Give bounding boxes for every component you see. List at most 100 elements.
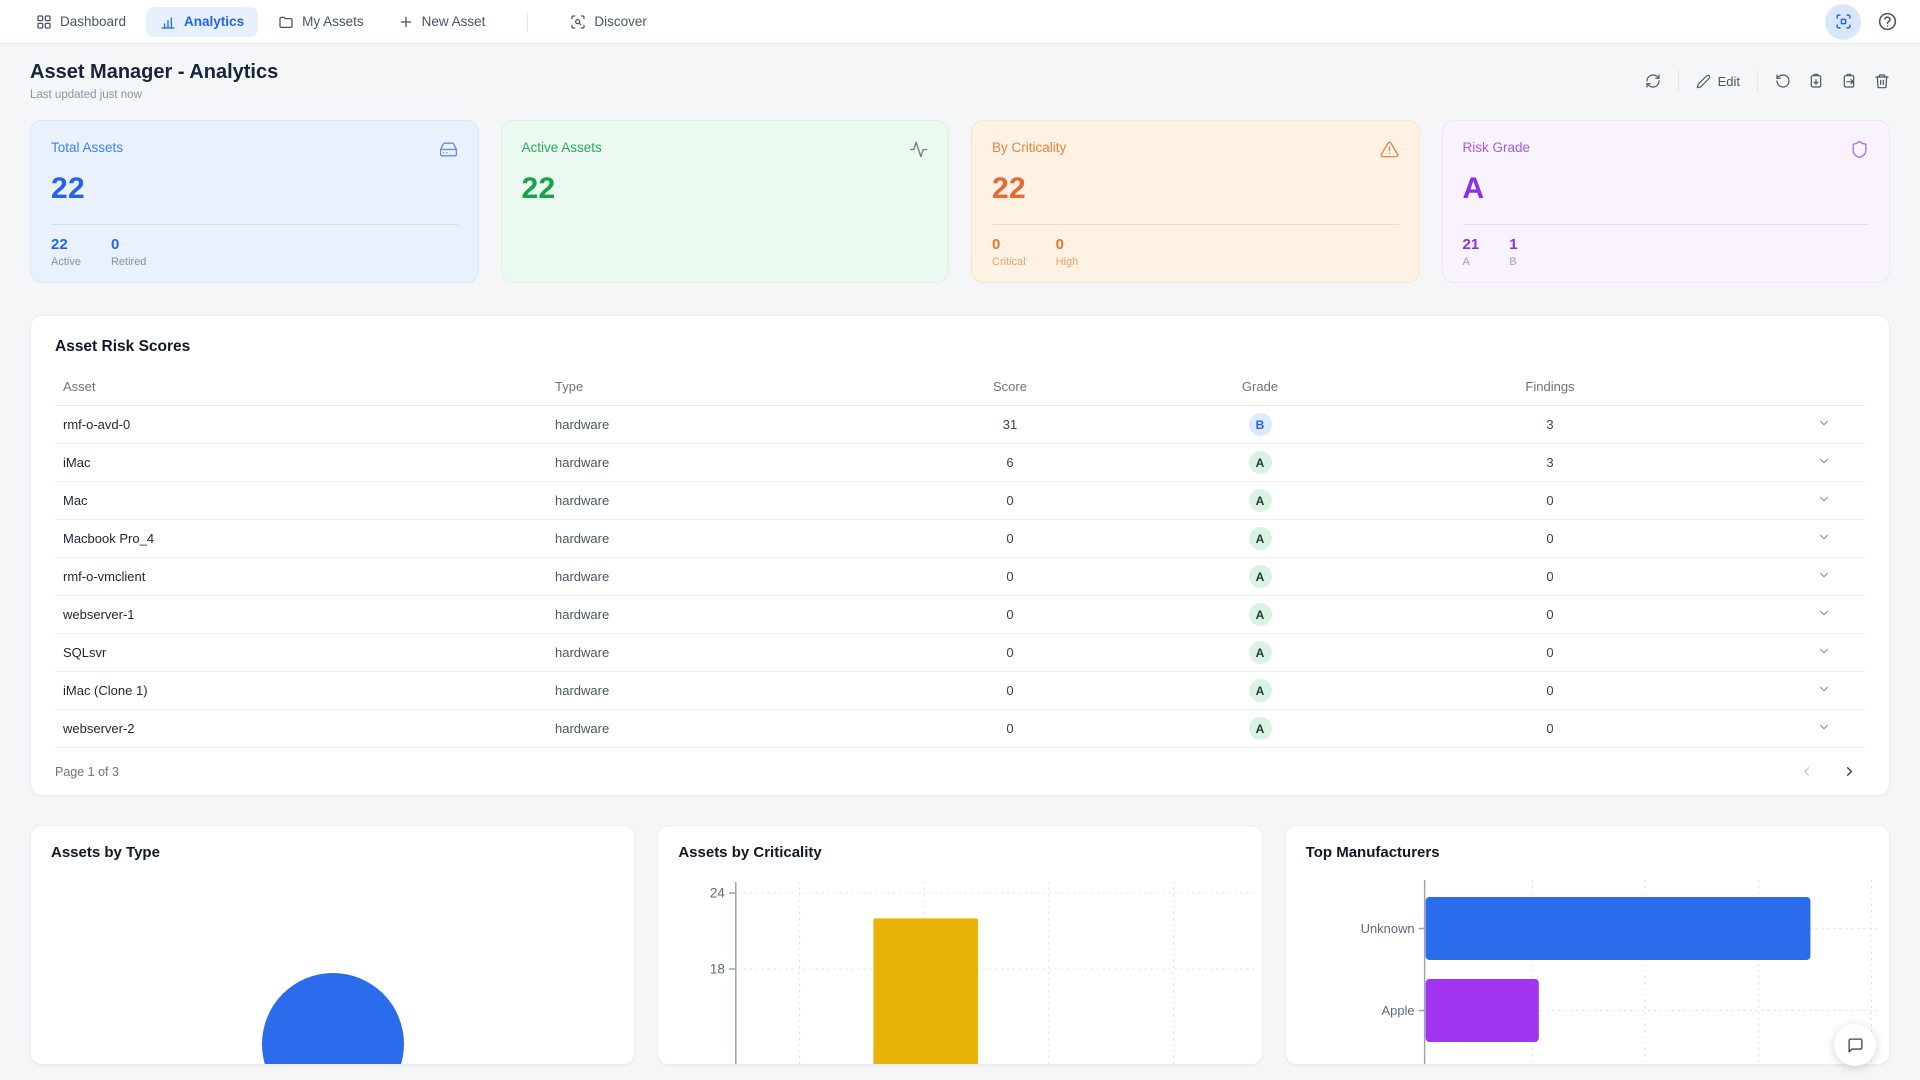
- asset-name: iMac (Clone 1): [55, 672, 555, 710]
- asset-name: rmf-o-avd-0: [55, 406, 555, 444]
- table-title: Asset Risk Scores: [55, 338, 1865, 356]
- row-expand-button[interactable]: [1695, 520, 1865, 558]
- stat-label: Active Assets: [522, 140, 602, 155]
- nav-divider: [527, 12, 528, 32]
- edit-button[interactable]: Edit: [1696, 74, 1740, 89]
- fullscreen-icon: [1835, 13, 1852, 30]
- stat-card-by-criticality[interactable]: By Criticality 22 0 Critical 0 High: [971, 120, 1420, 283]
- asset-name: webserver-2: [55, 710, 555, 748]
- asset-findings: 0: [1405, 558, 1695, 596]
- help-button[interactable]: [1877, 11, 1898, 32]
- svg-text:18: 18: [710, 961, 725, 976]
- export-button[interactable]: [1841, 73, 1857, 89]
- stat-cards-row: Total Assets 22 22 Active 0 Retired Acti…: [30, 120, 1890, 283]
- assets-by-criticality-card: Assets by Criticality 2418: [657, 825, 1262, 1065]
- asset-score: 0: [905, 520, 1115, 558]
- header-toolbar: Edit: [1645, 70, 1890, 92]
- paste-button[interactable]: [1808, 73, 1824, 89]
- asset-name: rmf-o-vmclient: [55, 558, 555, 596]
- table-row[interactable]: Mac hardware 0 A 0: [55, 482, 1865, 520]
- nav-item-dashboard[interactable]: Dashboard: [22, 7, 140, 37]
- stat-value: A: [1463, 172, 1870, 206]
- last-updated-text: Last updated just now: [30, 89, 278, 101]
- table-row[interactable]: rmf-o-avd-0 hardware 31 B 3: [55, 406, 1865, 444]
- col-header-findings: Findings: [1405, 368, 1695, 406]
- next-page-button[interactable]: [1842, 764, 1857, 779]
- asset-score: 31: [905, 406, 1115, 444]
- stat-card-risk-grade[interactable]: Risk Grade A 21 A 1 B: [1442, 120, 1891, 283]
- row-expand-button[interactable]: [1695, 672, 1865, 710]
- row-expand-button[interactable]: [1695, 444, 1865, 482]
- table-row[interactable]: SQLsvr hardware 0 A 0: [55, 634, 1865, 672]
- page-indicator: Page 1 of 3: [55, 765, 119, 779]
- stat-card-active-assets[interactable]: Active Assets 22: [501, 120, 950, 283]
- table-row[interactable]: webserver-1 hardware 0 A 0: [55, 596, 1865, 634]
- grade-badge: B: [1249, 413, 1272, 436]
- nav-label: New Asset: [422, 14, 486, 29]
- page-title: Asset Manager - Analytics: [30, 61, 278, 84]
- nav-item-my-assets[interactable]: My Assets: [264, 7, 378, 37]
- table-row[interactable]: webserver-2 hardware 0 A 0: [55, 710, 1865, 748]
- stat-card-total-assets[interactable]: Total Assets 22 22 Active 0 Retired: [30, 120, 479, 283]
- asset-name: webserver-1: [55, 596, 555, 634]
- asset-findings: 0: [1405, 634, 1695, 672]
- stat-label: Risk Grade: [1463, 140, 1531, 155]
- folder-icon: [278, 14, 294, 30]
- toolbar-divider: [1757, 70, 1758, 92]
- rotate-ccw-icon: [1775, 73, 1791, 89]
- nav-item-analytics[interactable]: Analytics: [146, 7, 258, 37]
- chat-button[interactable]: [1834, 1024, 1876, 1066]
- asset-risk-scores-card: Asset Risk Scores Asset Type Score Grade…: [30, 315, 1890, 796]
- chevron-down-icon: [1817, 682, 1831, 696]
- row-expand-button[interactable]: [1695, 710, 1865, 748]
- table-row[interactable]: iMac (Clone 1) hardware 0 A 0: [55, 672, 1865, 710]
- table-row[interactable]: iMac hardware 6 A 3: [55, 444, 1865, 482]
- svg-text:Unknown: Unknown: [1360, 921, 1414, 936]
- stat-value: 22: [992, 172, 1399, 206]
- substat: 0 High: [1056, 236, 1079, 268]
- substat: 22 Active: [51, 236, 81, 268]
- row-expand-button[interactable]: [1695, 634, 1865, 672]
- grade-badge: A: [1249, 489, 1272, 512]
- refresh-button[interactable]: [1645, 73, 1661, 89]
- row-expand-button[interactable]: [1695, 406, 1865, 444]
- alert-triangle-icon: [1380, 140, 1399, 159]
- table-row[interactable]: rmf-o-vmclient hardware 0 A 0: [55, 558, 1865, 596]
- nav-label: Discover: [594, 14, 647, 29]
- prev-page-button[interactable]: [1799, 764, 1814, 779]
- nav-item-new-asset[interactable]: New Asset: [384, 7, 500, 37]
- help-circle-icon: [1877, 11, 1898, 32]
- criticality-chart-svg[interactable]: 2418: [658, 826, 1261, 1065]
- asset-type: hardware: [555, 406, 905, 444]
- activity-icon: [909, 140, 928, 159]
- fullscreen-scan-button[interactable]: [1825, 4, 1861, 40]
- manufacturers-chart-svg[interactable]: UnknownApple: [1286, 826, 1889, 1065]
- substat: 0 Retired: [111, 236, 146, 268]
- grade-badge: A: [1249, 527, 1272, 550]
- row-expand-button[interactable]: [1695, 482, 1865, 520]
- chart-title: Assets by Criticality: [678, 844, 1241, 861]
- row-expand-button[interactable]: [1695, 596, 1865, 634]
- table-row[interactable]: Macbook Pro_4 hardware 0 A 0: [55, 520, 1865, 558]
- delete-button[interactable]: [1874, 73, 1890, 89]
- asset-findings: 3: [1405, 444, 1695, 482]
- asset-type: hardware: [555, 520, 905, 558]
- chevron-down-icon: [1817, 720, 1831, 734]
- stat-label: By Criticality: [992, 140, 1066, 155]
- pagination-bar: Page 1 of 3: [55, 748, 1865, 795]
- layout-grid-icon: [36, 14, 52, 30]
- asset-findings: 0: [1405, 596, 1695, 634]
- assets-by-type-card: Assets by Type: [30, 825, 635, 1065]
- col-header-type: Type: [555, 368, 905, 406]
- grade-badge: A: [1249, 717, 1272, 740]
- stat-value: 22: [522, 172, 929, 206]
- asset-name: SQLsvr: [55, 634, 555, 672]
- chevron-down-icon: [1817, 416, 1831, 430]
- row-expand-button[interactable]: [1695, 558, 1865, 596]
- undo-button[interactable]: [1775, 73, 1791, 89]
- col-header-expand: [1695, 368, 1865, 406]
- assets-by-type-pie[interactable]: [262, 973, 404, 1065]
- toolbar-divider: [1678, 70, 1679, 92]
- bar-chart-icon: [160, 14, 176, 30]
- nav-item-discover[interactable]: Discover: [556, 7, 661, 37]
